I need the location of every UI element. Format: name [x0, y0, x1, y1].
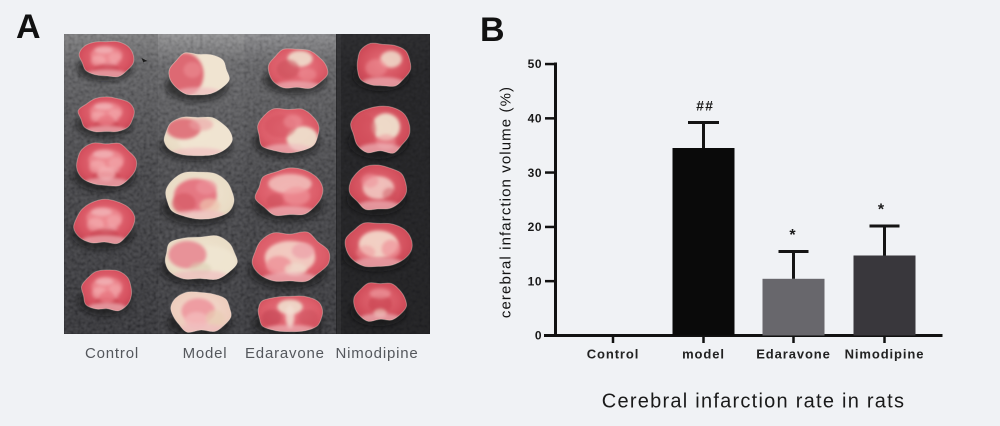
svg-text:10: 10 — [528, 274, 542, 288]
svg-text:##: ## — [696, 98, 714, 114]
svg-text:Edaravone: Edaravone — [756, 346, 831, 361]
svg-text:0: 0 — [535, 329, 542, 343]
svg-text:50: 50 — [528, 57, 542, 71]
svg-text:30: 30 — [528, 166, 542, 180]
svg-text:cerebral infarction volume (%): cerebral infarction volume (%) — [498, 86, 515, 318]
svg-text:*: * — [789, 227, 796, 244]
svg-text:model: model — [682, 346, 725, 361]
svg-text:40: 40 — [528, 112, 542, 126]
svg-text:*: * — [878, 202, 885, 219]
svg-text:Cerebral infarction rate in ra: Cerebral infarction rate in rats — [602, 391, 905, 413]
svg-text:20: 20 — [528, 220, 542, 234]
svg-text:Control: Control — [587, 346, 640, 361]
svg-text:Nimodipine: Nimodipine — [845, 346, 925, 361]
